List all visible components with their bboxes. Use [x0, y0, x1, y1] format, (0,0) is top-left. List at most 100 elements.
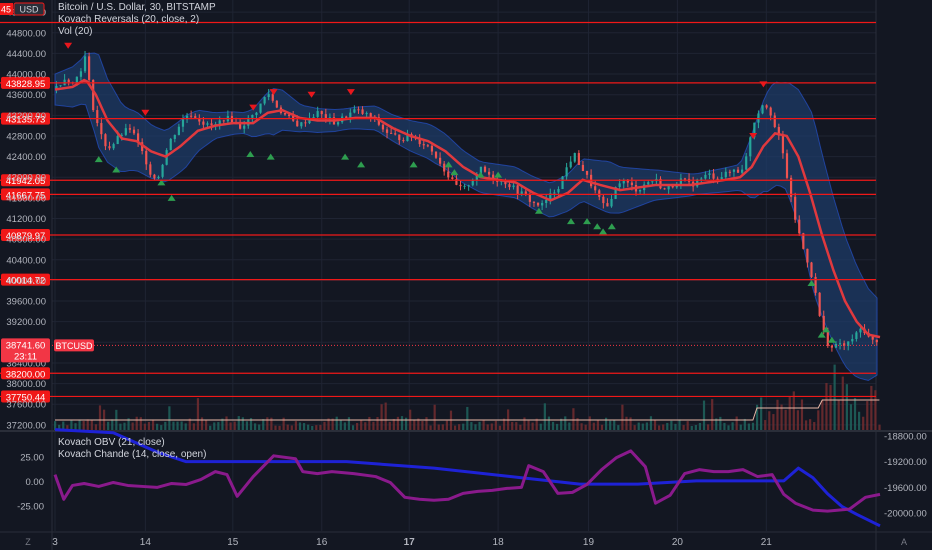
candle-body-92: [430, 145, 434, 152]
volume-bar-101: [466, 406, 469, 430]
candle-body-96: [447, 171, 450, 178]
volume-bar-14: [111, 419, 114, 430]
lower-left-tick-1: 0.00: [26, 477, 45, 488]
level-badge-4: [1, 188, 50, 201]
candle-body-143: [638, 190, 642, 192]
candle-body-65: [320, 111, 323, 115]
y-tick-label-7: 42400.00: [6, 152, 46, 163]
candle-body-29: [173, 134, 176, 139]
volume-bar-137: [613, 419, 616, 430]
candle-body-145: [647, 182, 650, 185]
lower-right-tick-1: -19200.00: [884, 457, 927, 468]
reversal-up-marker-3: [167, 194, 176, 201]
y-tick-label-18: 38000.00: [6, 379, 46, 390]
candle-body-8: [88, 56, 91, 80]
volume-bar-199: [866, 401, 869, 430]
volume-bar-67: [327, 418, 330, 430]
reversal-down-marker-7: [749, 132, 758, 139]
reversal-up-marker-17: [599, 228, 608, 235]
legend-kovach-reversals[interactable]: Kovach Reversals (20, close, 2): [58, 14, 200, 25]
candle-body-132: [594, 186, 597, 191]
candle-body-21: [141, 142, 144, 152]
volume-bar-167: [735, 416, 738, 430]
candle-body-47: [247, 117, 250, 126]
volume-bar-22: [143, 423, 146, 430]
reversal-up-marker-4: [246, 151, 255, 158]
volume-bar-107: [490, 423, 493, 430]
candle-body-114: [520, 191, 523, 195]
reversal-up-marker-20: [807, 279, 816, 286]
lower-left-tick-0: 25.00: [20, 452, 44, 463]
volume-bar-65: [319, 424, 322, 430]
volume-bar-118: [535, 418, 538, 430]
x-tick-label-6: 19: [583, 537, 595, 548]
volume-bar-202: [878, 424, 881, 430]
volume-bar-106: [486, 424, 489, 430]
volume-bar-153: [678, 419, 681, 430]
volume-bar-182: [796, 410, 799, 430]
candle-body-51: [263, 97, 266, 104]
candle-body-137: [614, 187, 617, 199]
reversal-up-marker-10: [450, 169, 459, 176]
volume-bar-191: [833, 364, 836, 430]
volume-bar-172: [755, 404, 759, 430]
volume-bar-194: [845, 384, 848, 430]
candle-body-201: [875, 339, 878, 343]
volume-bar-147: [653, 419, 657, 430]
level-label-7: 38200.00: [6, 369, 46, 380]
horizontal-levels[interactable]: 43828.95 43135.73 41942.05 41667.75 40879.97…: [0, 21, 876, 403]
reversal-up-marker-15: [583, 218, 592, 225]
volume-bar-200: [870, 385, 873, 430]
y-tick-label-4: 43600.00: [6, 90, 46, 101]
candle-body-170: [749, 137, 752, 157]
lower-left-tick-2: -25.00: [17, 502, 44, 513]
candle-body-59: [296, 120, 299, 127]
legend-kovach-chande[interactable]: Kovach Chande (14, close, open): [58, 449, 207, 460]
ma-line: [54, 78, 881, 339]
reversal-down-marker-3: [269, 89, 278, 96]
volume-bar-72: [347, 417, 351, 430]
volume-bar-146: [649, 416, 653, 430]
reversal-up-marker-11: [476, 171, 485, 178]
y-tick-label-13: 40000.00: [6, 276, 46, 287]
volume-bar-30: [176, 421, 179, 430]
x-tick-label-8: 21: [761, 537, 773, 548]
candle-body-90: [422, 144, 425, 146]
candle-body-119: [541, 203, 544, 206]
volume-bar-120: [543, 403, 546, 430]
reversal-markers: [64, 42, 836, 343]
volume-bar-114: [519, 424, 522, 430]
volume-bar-186: [813, 422, 816, 430]
candle-body-179: [785, 153, 789, 178]
volume-bar-174: [764, 420, 767, 430]
volume-bar-165: [727, 425, 730, 430]
level-badge-3: [1, 174, 50, 187]
candle-body-110: [504, 180, 507, 185]
legend-kovach-obv[interactable]: Kovach OBV (21, close): [58, 437, 165, 448]
candle-body-121: [549, 193, 552, 200]
candle-body-182: [798, 219, 801, 234]
x-tick-label-1: 14: [140, 537, 152, 548]
volume-bar-26: [160, 425, 163, 430]
candle-body-83: [394, 133, 397, 135]
volume-bar-180: [788, 396, 791, 430]
candle-body-19: [132, 129, 136, 134]
volume-bar-132: [592, 422, 595, 430]
reversal-up-marker-1: [112, 166, 121, 173]
volume-bar-58: [290, 425, 293, 430]
volume-bar-63: [311, 425, 314, 430]
volume-bar-154: [682, 425, 685, 430]
time-axis[interactable]: 3 14 15 16 17 18 19 20 21 Z A: [25, 537, 907, 548]
volume-bar-112: [511, 421, 514, 430]
price-axis[interactable]: 45200.0044800.0044400.0044000.0043600.00…: [6, 8, 46, 432]
candle-body-154: [683, 178, 687, 180]
legend-volume[interactable]: Vol (20): [58, 26, 93, 37]
level-badge-5: [1, 229, 50, 242]
volume-bar-31: [180, 421, 183, 430]
lower-right-tick-2: -19600.00: [884, 483, 927, 494]
volume-bar-91: [425, 417, 428, 430]
legend-symbol[interactable]: Bitcoin / U.S. Dollar, 30, BITSTAMP: [58, 2, 216, 13]
volume-bar-193: [841, 376, 844, 430]
volume-bar-100: [462, 423, 465, 430]
